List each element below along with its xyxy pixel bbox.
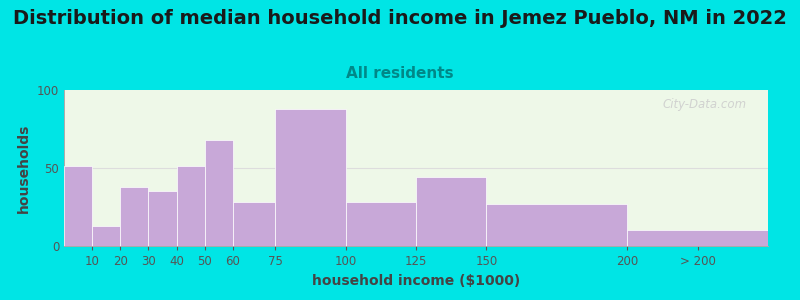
Bar <box>120 187 149 246</box>
Bar <box>92 226 120 246</box>
Text: City-Data.com: City-Data.com <box>662 98 747 111</box>
Bar <box>627 230 768 246</box>
Bar <box>346 202 416 246</box>
Bar <box>233 202 275 246</box>
Y-axis label: households: households <box>18 123 31 213</box>
Bar <box>64 167 92 246</box>
Bar <box>149 191 177 246</box>
Bar <box>205 140 233 246</box>
X-axis label: household income ($1000): household income ($1000) <box>312 274 520 288</box>
Bar <box>486 204 627 246</box>
Bar <box>416 177 486 246</box>
Bar <box>177 167 205 246</box>
Text: All residents: All residents <box>346 66 454 81</box>
Text: Distribution of median household income in Jemez Pueblo, NM in 2022: Distribution of median household income … <box>13 9 787 28</box>
Bar <box>275 109 346 246</box>
